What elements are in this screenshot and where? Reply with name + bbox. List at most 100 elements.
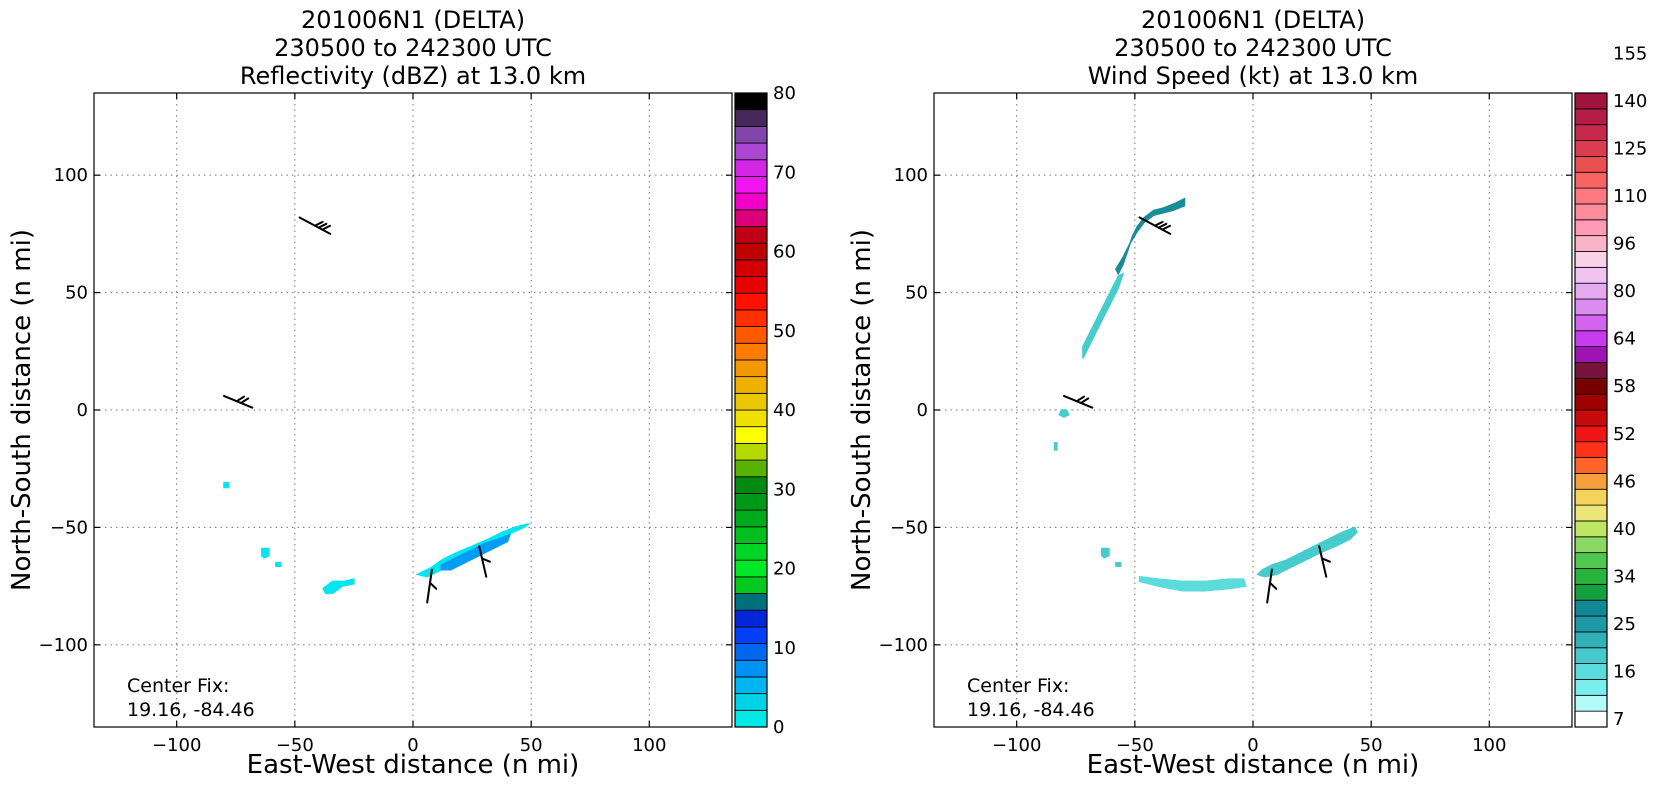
echo-patch	[1256, 526, 1358, 578]
colorbar-swatch	[1574, 472, 1608, 490]
colorbar-tick-label: 25	[1613, 614, 1636, 635]
echo-patch	[1138, 575, 1247, 592]
chart-title-line: 201006N1 (DELTA)	[1141, 6, 1365, 34]
echo-patch	[261, 547, 270, 559]
colorbar-swatch	[734, 292, 768, 311]
colorbar-tick-label: 64	[1613, 329, 1636, 350]
colorbar-frame	[1574, 92, 1608, 728]
colorbar-swatch	[734, 526, 768, 544]
chart-title-line: Wind Speed (kt) at 13.0 km	[1088, 62, 1419, 90]
wind-barb	[478, 545, 491, 578]
colorbar-frame	[734, 92, 768, 728]
chart-panel-2: 201006N1 (DELTA)230500 to 242300 UTCWind…	[847, 6, 1647, 780]
colorbar-swatch	[734, 192, 768, 211]
colorbar-swatch	[1574, 568, 1608, 585]
colorbar-swatch	[1574, 314, 1608, 332]
chart-title-line: 201006N1 (DELTA)	[301, 6, 525, 34]
wind-barb	[1138, 216, 1172, 235]
colorbar-tick-label: 46	[1613, 471, 1636, 492]
colorbar-swatch	[734, 509, 768, 528]
colorbar-swatch	[1574, 330, 1608, 348]
colorbar-swatch	[734, 326, 768, 344]
x-tick-label: 100	[632, 735, 666, 756]
colorbar-swatch	[1574, 504, 1608, 522]
wind-barb-feather	[1075, 395, 1086, 403]
wind-barb	[1062, 394, 1094, 409]
echo-patch	[1101, 547, 1110, 559]
y-tick-label: 50	[65, 283, 88, 304]
colorbar-tick-label: 40	[1613, 519, 1636, 540]
wind-barb-staff	[1266, 568, 1273, 604]
echo-patch	[275, 561, 282, 567]
colorbar-swatch	[1574, 140, 1608, 157]
wind-barb-feather	[313, 220, 324, 227]
colorbar-swatch	[734, 426, 768, 444]
colorbar-swatch	[734, 342, 768, 361]
x-tick-label: 100	[1472, 735, 1506, 756]
center-fix-annotation: 19.16, -84.46	[127, 699, 255, 721]
colorbar-swatch	[734, 709, 768, 728]
colorbar-swatch	[1574, 171, 1608, 189]
y-tick-label: −100	[879, 635, 928, 656]
wind-barb-feather	[1157, 222, 1168, 229]
wind-barb-feather	[317, 222, 328, 229]
colorbar-tick-label: 7	[1613, 709, 1624, 730]
colorbar-swatch	[734, 159, 768, 177]
chart-title-line: Reflectivity (dBZ) at 13.0 km	[240, 62, 586, 90]
colorbar-swatch	[734, 609, 768, 628]
echo-patch	[440, 533, 512, 571]
x-axis-label: East-West distance (n mi)	[247, 750, 580, 780]
colorbar-swatch	[734, 142, 768, 161]
colorbar-tick-label: 80	[1613, 281, 1636, 302]
x-tick-label: −100	[992, 735, 1041, 756]
colorbar-tick-label: 50	[773, 321, 796, 342]
colorbar-swatch	[1574, 203, 1608, 221]
colorbar-swatch	[734, 693, 768, 711]
colorbar-swatch	[1574, 488, 1608, 506]
wind-barb-staff	[426, 568, 433, 604]
colorbar-tick-label: 16	[1613, 662, 1636, 683]
colorbar-swatch	[1574, 520, 1608, 538]
wind-barb-feather	[1269, 581, 1278, 590]
colorbar-swatch	[1574, 647, 1608, 665]
wind-barb-staff	[1318, 545, 1328, 578]
colorbar-swatch	[1574, 282, 1608, 300]
wind-barb-feather	[235, 395, 246, 403]
colorbar-swatch	[1574, 409, 1608, 427]
colorbar-swatch	[1574, 235, 1608, 252]
wind-barb-feather	[1320, 557, 1331, 563]
wind-barb-staff	[478, 545, 488, 578]
colorbar: 0 10 20 30 40 50 60 70 80	[734, 83, 796, 738]
colorbar-swatch	[734, 276, 768, 294]
colorbar-swatch	[734, 559, 768, 578]
echo-patch	[1053, 442, 1058, 451]
colorbar-swatch	[734, 576, 768, 594]
colorbar-swatch	[1574, 615, 1608, 633]
y-tick-label: 50	[905, 283, 928, 304]
x-tick-label: −50	[1116, 735, 1154, 756]
colorbar-swatch	[734, 476, 768, 494]
colorbar-tick-label: 20	[773, 559, 796, 580]
colorbar-swatch	[734, 125, 768, 144]
colorbar-tick-label: 40	[773, 400, 796, 421]
wind-barb-feather	[239, 397, 250, 404]
wind-barb-feather	[1079, 397, 1090, 404]
colorbar-swatch	[734, 259, 768, 277]
x-tick-label: −100	[152, 735, 201, 756]
colorbar-swatch	[734, 309, 768, 327]
echo-patch	[223, 482, 230, 489]
colorbar-swatch	[734, 459, 768, 478]
colorbar-swatch	[734, 676, 768, 695]
colorbar-swatch	[1574, 346, 1608, 363]
colorbar-tick-label: 0	[773, 717, 784, 738]
wind-barb-feather	[480, 557, 491, 563]
wind-barb-staff	[1062, 394, 1094, 409]
y-tick-label: 0	[77, 400, 88, 421]
colorbar-swatch	[1574, 631, 1608, 649]
wind-barb-staff	[222, 394, 254, 409]
wind-barb	[222, 394, 254, 409]
colorbar-tick-label: 80	[773, 83, 796, 104]
colorbar-swatch	[734, 376, 768, 394]
y-tick-label: −50	[890, 517, 928, 538]
colorbar-swatch	[1574, 663, 1608, 680]
